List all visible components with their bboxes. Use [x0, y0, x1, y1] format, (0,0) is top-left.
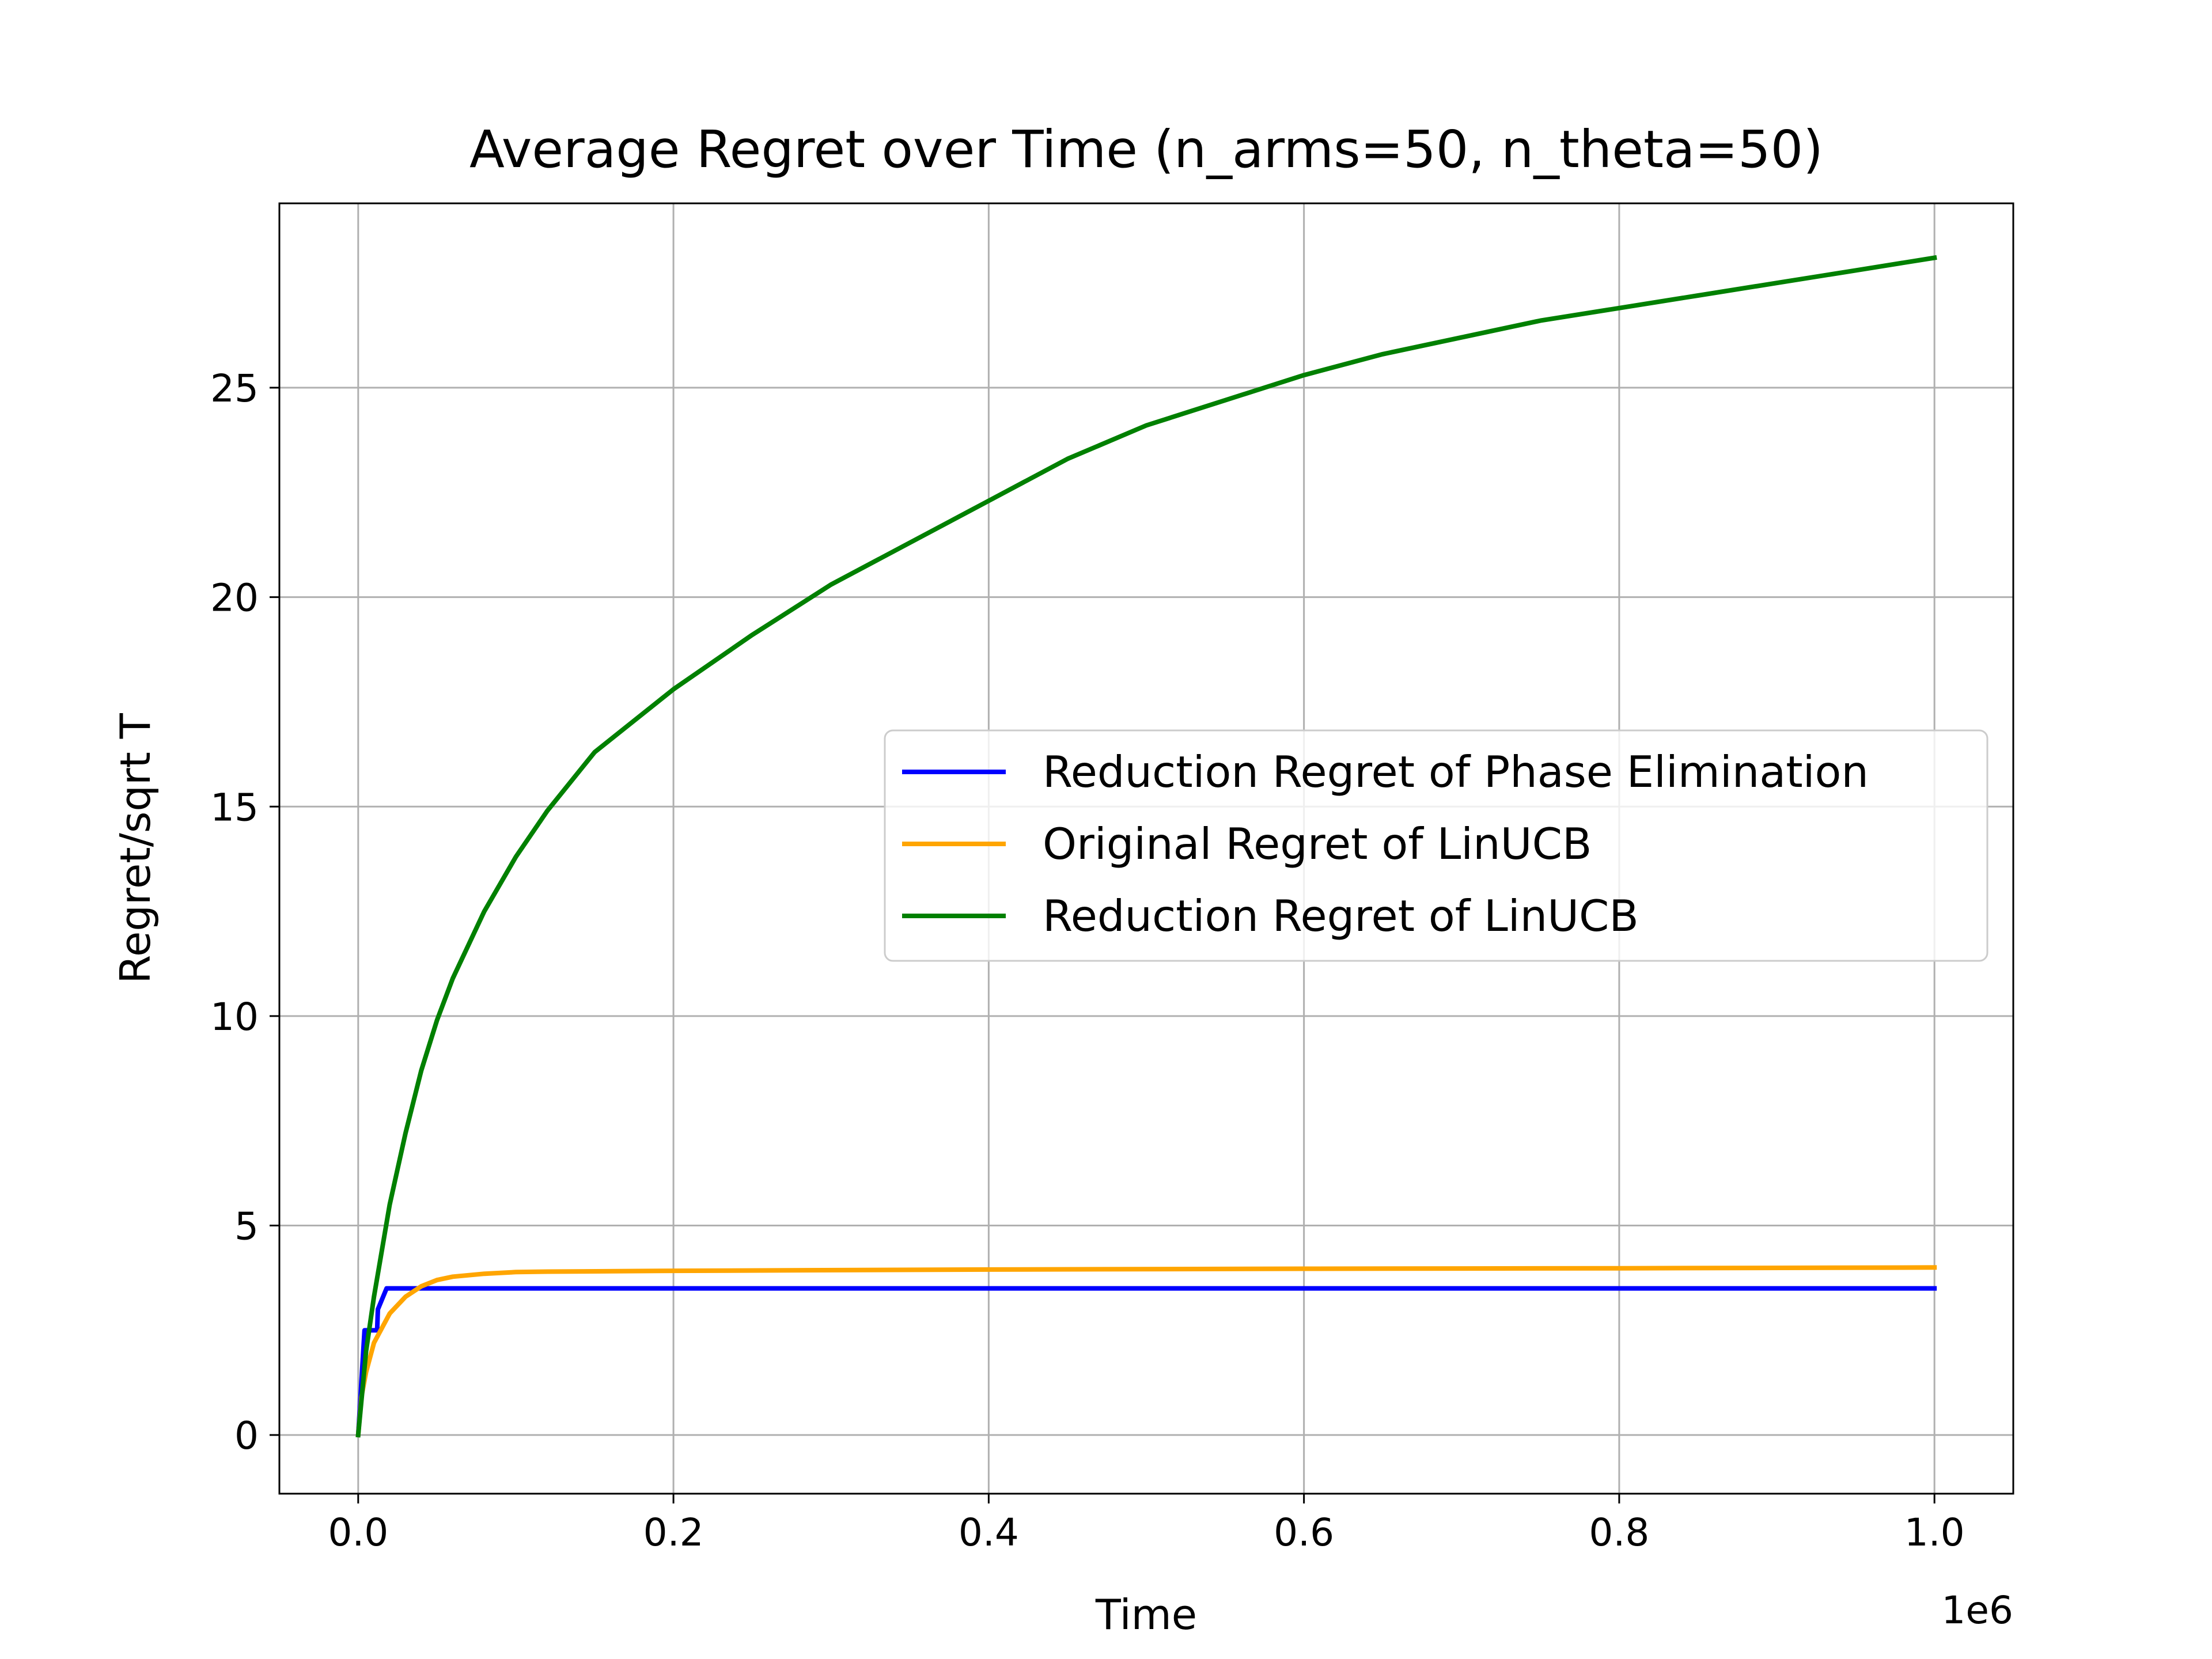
y-tick-label: 20 — [210, 576, 259, 620]
series-line-reduction-linucb — [355, 255, 1937, 1438]
grid — [279, 203, 2013, 1494]
x-axis-label: Time — [1095, 1590, 1197, 1639]
y-tick-label: 0 — [234, 1414, 259, 1458]
axis-ticks: 0.0 0.2 0.4 0.6 0.8 1.0 0 5 10 15 20 25 — [210, 366, 1965, 1555]
y-tick-label: 25 — [210, 366, 259, 411]
legend-label-reduction-linucb: Reduction Regret of LinUCB — [1043, 891, 1639, 941]
y-tick-label: 10 — [210, 995, 259, 1039]
legend-frame — [884, 729, 1988, 962]
legend-label-phase-elimination: Reduction Regret of Phase Elimination — [1043, 747, 1869, 797]
x-tick-label: 0.2 — [643, 1510, 704, 1555]
x-axis-offset-label: 1e6 — [1941, 1588, 2013, 1633]
legend-label-original-linucb: Original Regret of LinUCB — [1043, 819, 1592, 869]
series-line-phase-elimination — [355, 1286, 1937, 1438]
y-tick-label: 15 — [210, 785, 259, 830]
x-tick-label: 1.0 — [1904, 1510, 1965, 1555]
series-lines — [355, 255, 1937, 1438]
plot-frame — [278, 202, 2014, 1495]
series-line-original-linucb — [355, 1265, 1937, 1438]
x-tick-label: 0.4 — [959, 1510, 1019, 1555]
x-tick-label: 0.6 — [1274, 1510, 1334, 1555]
legend: Reduction Regret of Phase Elimination Or… — [884, 729, 1988, 962]
y-tick-label: 5 — [234, 1205, 259, 1249]
x-tick-label: 0.8 — [1589, 1510, 1649, 1555]
x-tick-label: 0.0 — [328, 1510, 388, 1555]
chart-title: Average Regret over Time (n_arms=50, n_t… — [469, 119, 1823, 179]
y-axis-label: Regret/sqrt T — [111, 713, 160, 984]
